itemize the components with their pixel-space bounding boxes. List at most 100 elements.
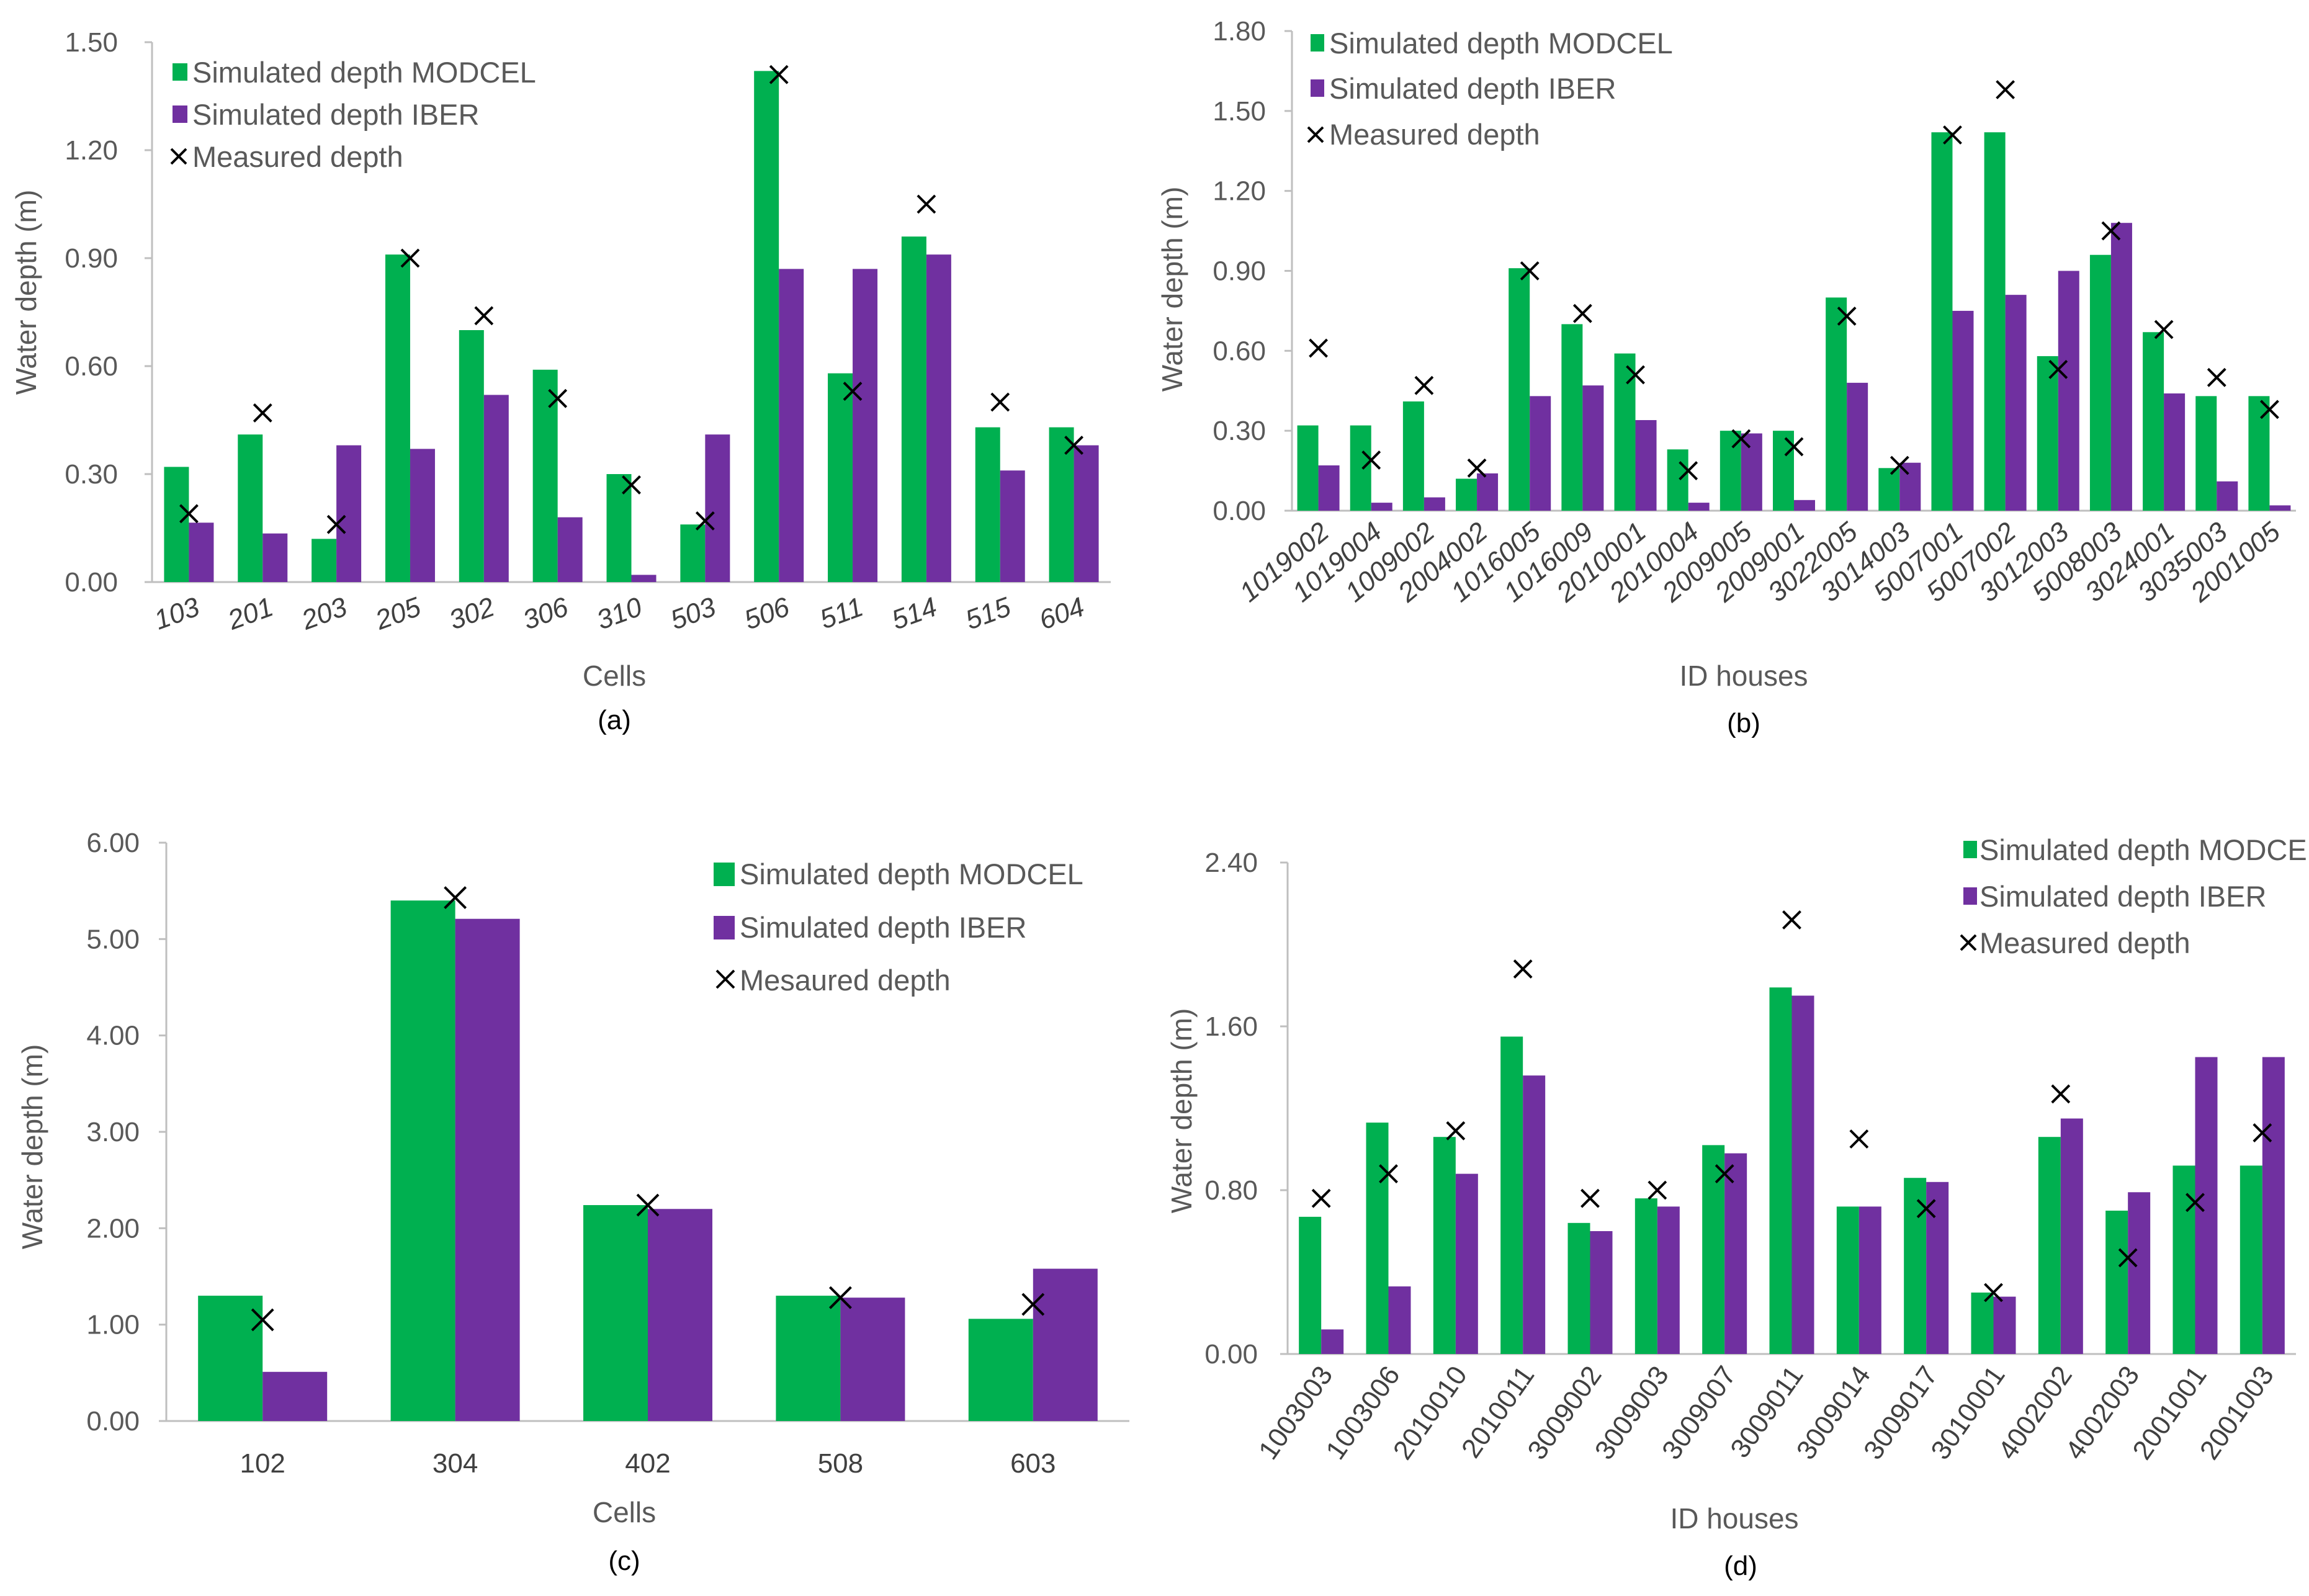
marker-measured-a-514 [917, 194, 936, 214]
bar-modcel-a-205 [385, 254, 410, 582]
marker-measured-d-2001001 [2186, 1193, 2205, 1213]
bar-modcel-a-302 [459, 330, 484, 582]
y-tick-label-b: 0.60 [1213, 336, 1266, 366]
bar-iber-b-2001005 [2269, 505, 2291, 511]
marker-measured-a-515 [990, 392, 1010, 412]
x-tick-label-a: 514 [888, 591, 941, 635]
marker-measured-d-4002003 [2118, 1248, 2138, 1268]
caption-b: (b) [1727, 708, 1760, 738]
legend-label-modcel-a: Simulated depth MODCEL [192, 56, 536, 89]
marker-measured-b-1016005 [1520, 261, 1540, 280]
bar-modcel-b-2009005 [1719, 431, 1741, 511]
bar-modcel-b-3022005 [1826, 297, 1847, 511]
bar-modcel-c-603 [968, 1319, 1033, 1421]
x-tick-label-c: 102 [240, 1448, 285, 1479]
bar-iber-b-2010001 [1635, 419, 1657, 511]
y-tick-label-b: 1.20 [1213, 176, 1266, 207]
panel-d: Water depth (m) ID houses (d) Simulated … [1165, 833, 2309, 1581]
legend-c: Simulated depth MODCEL Simulated depth I… [714, 858, 1083, 997]
marker-measured-b-2009005 [1731, 429, 1751, 449]
marker-measured-b-1019004 [1361, 450, 1381, 470]
bar-iber-b-1019002 [1318, 465, 1340, 511]
bar-modcel-b-2010004 [1667, 449, 1688, 511]
y-tick-label-c: 4.00 [86, 1021, 140, 1051]
bar-modcel-b-2001005 [2248, 396, 2270, 511]
marker-measured-b-5008003 [2101, 221, 2121, 241]
y-tick-label-b: 0.90 [1213, 256, 1266, 287]
bar-iber-a-506 [779, 269, 804, 582]
bar-iber-b-5007002 [2005, 295, 2027, 511]
bar-iber-b-3035003 [2217, 481, 2238, 511]
bar-iber-c-508 [840, 1298, 905, 1421]
bar-iber-d-3009003 [1657, 1206, 1680, 1354]
y-tick-label-b: 0.00 [1213, 496, 1266, 526]
x-tick-label-a: 203 [297, 591, 351, 636]
bar-iber-b-2004002 [1477, 473, 1499, 511]
marker-measured-d-3009014 [1849, 1129, 1869, 1149]
bar-iber-b-5008003 [2110, 223, 2132, 511]
legend-swatch-modcel-d [1963, 841, 1977, 858]
bar-modcel-a-306 [532, 369, 558, 582]
bar-iber-d-1003006 [1388, 1286, 1411, 1354]
y-tick-label-b: 1.50 [1213, 96, 1266, 127]
legend-marker-measured-c [715, 969, 735, 989]
bar-iber-d-3009007 [1724, 1153, 1747, 1354]
x-tick-label-a: 103 [150, 591, 204, 635]
marker-measured-a-302 [474, 306, 494, 326]
marker-measured-b-2009001 [1784, 437, 1804, 457]
marker-measured-c-603 [1021, 1293, 1045, 1316]
bar-modcel-a-503 [680, 524, 706, 582]
marker-measured-b-1009002 [1414, 375, 1434, 395]
marker-measured-d-3009017 [1916, 1199, 1936, 1219]
legend-label-modcel-b: Simulated depth MODCEL [1329, 27, 1673, 60]
legend-swatch-iber-c [714, 916, 735, 939]
bar-modcel-a-203 [312, 539, 337, 582]
x-tick-label-a: 503 [666, 591, 720, 635]
marker-measured-b-5007002 [1996, 80, 2015, 99]
x-tick-label-a: 515 [961, 591, 1015, 635]
bar-iber-d-3010001 [1993, 1296, 2016, 1354]
bar-modcel-d-2001003 [2240, 1165, 2262, 1354]
bar-iber-a-604 [1074, 445, 1099, 582]
y-axis-title-c: Water depth (m) [16, 1044, 48, 1250]
bar-iber-d-3009014 [1858, 1206, 1881, 1354]
y-axis-title-a: Water depth (m) [10, 190, 42, 395]
x-tick-label-c: 304 [433, 1448, 478, 1479]
y-axis-title-d: Water depth (m) [1165, 1008, 1198, 1214]
bar-modcel-b-1019002 [1297, 425, 1319, 511]
bar-modcel-c-402 [583, 1205, 648, 1421]
bar-modcel-c-102 [198, 1296, 263, 1421]
bar-iber-d-2010011 [1523, 1075, 1546, 1354]
y-tick-label-d: 2.40 [1204, 848, 1258, 878]
marker-measured-d-3009003 [1648, 1180, 1667, 1200]
bar-modcel-b-3035003 [2195, 396, 2217, 511]
bar-iber-a-203 [336, 445, 362, 582]
marker-measured-d-2010010 [1446, 1121, 1466, 1141]
bar-modcel-a-201 [238, 434, 263, 582]
bar-modcel-d-3009011 [1769, 987, 1792, 1354]
x-axis-title-a: Cells [583, 660, 646, 692]
legend-d: Simulated depth MODCEL Simulated depth I… [1960, 833, 2309, 959]
marker-measured-d-3010001 [1984, 1283, 2003, 1302]
x-tick-label-a: 201 [223, 591, 277, 635]
bar-iber-a-103 [189, 522, 214, 582]
marker-measured-c-304 [444, 886, 467, 909]
bar-iber-c-402 [648, 1209, 712, 1421]
bar-iber-b-2009001 [1794, 500, 1815, 511]
bar-iber-b-5007001 [1952, 310, 1974, 511]
bar-iber-d-3009002 [1590, 1231, 1613, 1354]
y-tick-label-c: 1.00 [86, 1310, 140, 1340]
bar-iber-b-3022005 [1847, 382, 1868, 511]
x-tick-label-a: 511 [816, 591, 868, 635]
bar-iber-a-515 [1000, 470, 1025, 582]
y-tick-label-a: 1.20 [65, 135, 118, 166]
legend-swatch-iber-a [173, 105, 187, 123]
bar-iber-d-3009017 [1926, 1181, 1949, 1354]
marker-measured-d-4002002 [2051, 1084, 2071, 1104]
bar-modcel-b-3014003 [1878, 468, 1900, 511]
bar-iber-b-3012003 [2058, 271, 2079, 511]
y-tick-label-a: 1.50 [65, 27, 118, 58]
bar-modcel-d-3009003 [1634, 1198, 1657, 1354]
marker-measured-d-2001003 [2253, 1123, 2272, 1143]
